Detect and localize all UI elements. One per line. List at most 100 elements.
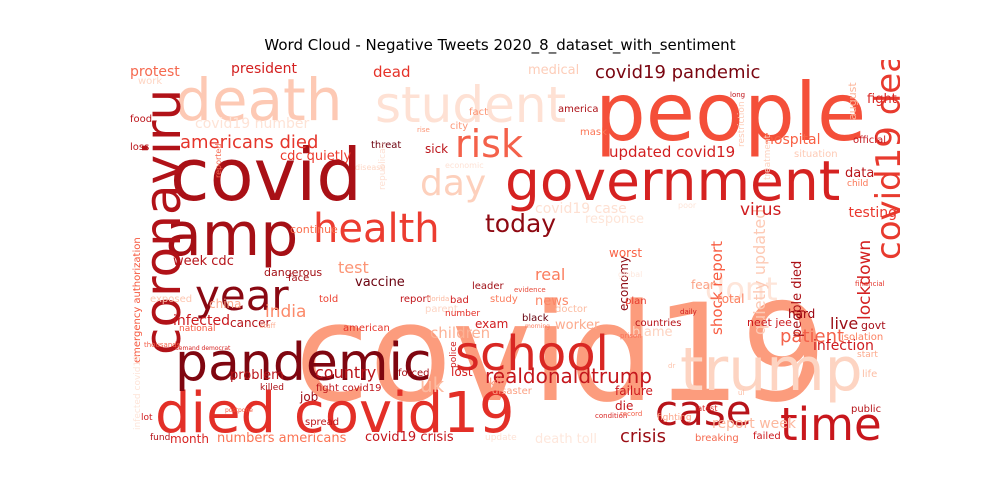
word-demand-democrat: demand democrat: [175, 345, 231, 352]
word-fund: fund: [150, 433, 170, 443]
word-americans-died: americans died: [180, 132, 318, 153]
word-hospital: hospital: [765, 132, 820, 148]
word-study: study: [490, 294, 518, 305]
word-reported: reported: [214, 144, 223, 178]
word-vaccine: vaccine: [355, 275, 405, 290]
word-thousands: thousands: [144, 341, 181, 349]
word-long: long: [730, 91, 745, 99]
word-die: die: [615, 399, 633, 413]
word-breaking: breaking: [695, 433, 739, 444]
word-failure: failure: [615, 384, 653, 398]
word-august: august: [846, 82, 859, 120]
word-public: public: [851, 404, 881, 415]
word-infected-covid19: infected covid19: [133, 355, 143, 430]
word-update: update: [485, 433, 517, 443]
word-lost: lost: [451, 365, 473, 379]
word-lockdown: lockdown: [855, 240, 875, 320]
word-people: people: [595, 66, 866, 159]
word-virus: virus: [740, 200, 782, 220]
word-told: told: [319, 294, 338, 305]
word-uk: uk: [420, 373, 445, 397]
word-updated-covid19: updated covid19: [609, 143, 735, 161]
word-situation: situation: [794, 149, 838, 160]
word-report: report: [400, 294, 431, 305]
word-kill: kill: [489, 376, 506, 390]
word-patient: patient: [780, 326, 844, 347]
word-country: country: [315, 363, 376, 382]
word-rise: rise: [417, 126, 430, 134]
word-fighting: fighting: [657, 413, 692, 423]
word-govt: govt: [861, 319, 886, 332]
word-amp: amp: [165, 200, 298, 270]
word-leader: leader: [472, 281, 505, 292]
word-forced: forced: [398, 368, 430, 379]
word-protest: protest: [130, 64, 180, 80]
word-bad: bad: [450, 295, 469, 306]
cloud-background: [125, 60, 900, 445]
word-america: america: [558, 104, 599, 115]
word-worker: worker: [555, 318, 600, 333]
word-medical: medical: [528, 63, 579, 78]
word-dont: dont: [705, 270, 778, 308]
word-isolation: isolation: [841, 332, 883, 343]
word-fear: fear: [691, 278, 715, 292]
word-life: life: [862, 369, 877, 380]
word-continue: continue: [290, 223, 338, 236]
word-day: day: [420, 163, 486, 204]
word-doctor: doctor: [555, 304, 588, 315]
word-covid19-pandemic: covid19 pandemic: [595, 62, 760, 83]
word-postpone: postpone: [225, 407, 253, 414]
word-live: live: [830, 314, 858, 333]
word-countries: countries: [635, 318, 681, 329]
word-emergency-authorization: emergency authorization: [132, 237, 143, 363]
word-job: job: [299, 390, 318, 404]
word-dead: dead: [373, 63, 410, 81]
word-realdonaldtrump: realdonaldtrump: [485, 364, 652, 388]
word-prison: prison: [620, 332, 642, 340]
word-government: government: [505, 149, 840, 213]
word-police: police: [449, 341, 459, 368]
word-worst: worst: [609, 246, 642, 260]
word-fight: fight: [867, 92, 897, 107]
word-death: death: [175, 66, 343, 134]
word-cdc-quietly: cdc quietly: [280, 149, 351, 164]
word-covid19-death: covid19 death: [869, 60, 900, 260]
word-black: black: [522, 313, 549, 324]
word-test: test: [338, 258, 369, 277]
word-sick: sick: [425, 142, 448, 156]
word-threat: threat: [371, 140, 401, 151]
word-exam: exam: [475, 317, 508, 331]
chart-title: Word Cloud - Negative Tweets 2020_8_data…: [264, 36, 736, 54]
word-risk: risk: [455, 122, 523, 166]
word-financial: financial: [855, 280, 885, 288]
word-spread: spread: [305, 417, 339, 428]
word-covid19-number: covid19 number: [195, 116, 309, 132]
word-time: time: [780, 398, 882, 445]
word-blame: blame: [632, 325, 673, 340]
word-killed: killed: [260, 383, 284, 393]
word-school: school: [455, 326, 609, 382]
word-child: child: [847, 179, 868, 189]
word-layer: covid19peoplecoviddeathgovernmentampdied…: [130, 60, 900, 445]
word-economy: economy: [617, 256, 631, 311]
word-daily: daily: [680, 308, 697, 316]
word-death-toll: death toll: [535, 432, 597, 445]
word-failed: failed: [753, 431, 781, 442]
word-national: national: [179, 324, 215, 334]
word-face: face: [288, 273, 309, 284]
word-pandemic: pandemic: [175, 333, 432, 393]
word-infection: infection: [813, 338, 874, 354]
word-year: year: [195, 271, 289, 320]
word-problem: problem: [230, 368, 284, 383]
word-case: case: [655, 386, 752, 435]
word-condition: condition: [595, 412, 627, 420]
word-evidence: evidence: [514, 286, 546, 294]
word-numbers-americans: numbers americans: [217, 431, 347, 445]
word-start: start: [857, 350, 878, 360]
word-shock-report: shock report: [708, 241, 726, 335]
word-quietly-updated: quietly updated: [750, 209, 769, 335]
word-covid19-case: covid19 case: [535, 201, 627, 217]
word-republican: republican: [378, 143, 388, 190]
word-mask: mask: [580, 127, 607, 138]
word-poor: poor: [678, 201, 697, 210]
